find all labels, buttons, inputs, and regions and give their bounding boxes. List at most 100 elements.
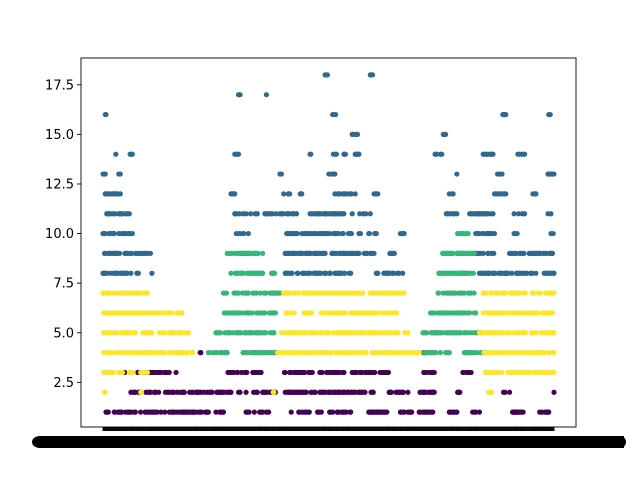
data-point: [450, 250, 456, 257]
data-point: [162, 310, 168, 316]
data-point: [499, 369, 505, 376]
data-point: [199, 409, 205, 415]
data-point: [450, 191, 456, 197]
data-point: [491, 250, 497, 257]
data-point: [111, 230, 117, 237]
data-point: [198, 350, 204, 356]
data-point: [348, 230, 355, 237]
data-point: [117, 171, 123, 177]
data-point: [117, 191, 123, 197]
data-point: [144, 290, 151, 296]
data-point: [262, 310, 268, 316]
data-point: [437, 350, 443, 356]
data-point: [470, 270, 477, 276]
data-point: [522, 151, 528, 157]
data-point: [271, 330, 277, 336]
data-point: [373, 230, 379, 237]
data-point: [306, 409, 312, 415]
data-point: [492, 270, 498, 276]
data-point: [551, 330, 557, 336]
data-point: [255, 250, 261, 257]
y-tick-label: 7.5: [53, 277, 74, 292]
data-point: [263, 290, 269, 296]
data-point: [273, 211, 279, 217]
data-point: [144, 369, 151, 376]
data-point: [480, 250, 486, 257]
data-point: [147, 389, 154, 395]
data-point: [461, 290, 467, 296]
data-point: [551, 171, 557, 177]
data-point: [473, 350, 480, 356]
data-point: [382, 310, 388, 316]
x-tick-labels-overlap-start: [32, 436, 48, 448]
data-point: [342, 270, 348, 276]
data-point: [110, 369, 117, 376]
data-point: [324, 72, 330, 78]
data-point: [228, 270, 234, 276]
data-point: [105, 409, 111, 415]
data-point: [363, 211, 369, 217]
data-point: [516, 211, 522, 217]
data-point: [395, 330, 401, 336]
data-point: [149, 330, 155, 336]
data-point: [119, 369, 126, 376]
data-point: [401, 230, 407, 237]
data-point: [260, 270, 266, 276]
data-point: [480, 310, 486, 316]
data-point: [533, 270, 539, 276]
data-point: [436, 290, 442, 296]
data-point: [138, 409, 144, 415]
data-point: [302, 330, 309, 336]
data-point: [503, 191, 509, 197]
data-point: [114, 330, 120, 336]
data-point: [251, 409, 257, 415]
data-point: [156, 389, 162, 395]
data-point: [317, 270, 324, 276]
data-point: [171, 330, 178, 336]
data-point: [258, 369, 264, 376]
data-point: [319, 369, 325, 376]
data-point: [129, 250, 135, 257]
data-point: [537, 290, 544, 296]
data-point: [260, 409, 266, 415]
data-point: [356, 151, 362, 157]
data-point: [162, 350, 169, 356]
data-point: [296, 290, 302, 296]
data-point: [312, 350, 318, 356]
y-tick-label: 10.0: [45, 227, 74, 242]
data-point: [128, 270, 134, 276]
data-point: [108, 350, 114, 356]
x-axis: [32, 427, 626, 448]
data-point: [522, 211, 528, 217]
data-point: [280, 211, 286, 217]
data-point: [433, 151, 440, 157]
data-point: [401, 409, 407, 415]
data-point: [137, 290, 143, 296]
data-point: [158, 409, 164, 415]
data-point: [166, 369, 172, 376]
data-point: [132, 330, 138, 336]
data-point: [333, 111, 339, 118]
data-point: [245, 290, 251, 296]
data-point: [490, 151, 496, 157]
data-point: [263, 330, 269, 336]
data-point: [520, 409, 526, 415]
data-point: [348, 270, 354, 276]
data-point: [490, 211, 496, 217]
data-point: [511, 211, 517, 217]
data-point: [397, 350, 403, 356]
data-point: [533, 330, 539, 336]
data-point: [341, 369, 347, 376]
data-point: [467, 310, 473, 316]
data-point: [282, 369, 288, 376]
data-point: [129, 151, 135, 157]
data-point: [237, 389, 243, 395]
data-point: [243, 211, 249, 217]
data-point: [235, 151, 242, 157]
data-point: [318, 409, 324, 415]
data-point: [322, 250, 328, 257]
data-point: [454, 409, 460, 415]
data-point: [308, 151, 314, 157]
data-point: [307, 270, 313, 276]
